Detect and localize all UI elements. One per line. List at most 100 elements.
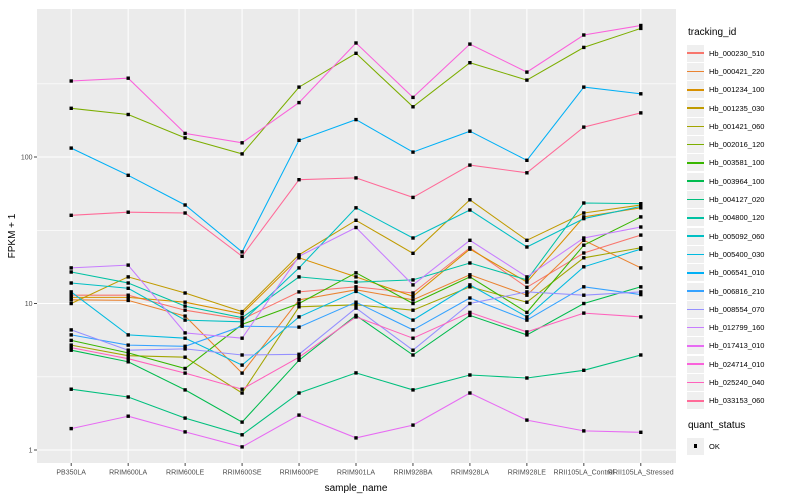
data-point [411, 298, 415, 302]
data-point [525, 418, 529, 422]
data-point [297, 275, 301, 279]
data-point [297, 358, 301, 362]
data-point [240, 433, 244, 437]
data-point [240, 420, 244, 424]
x-tick-label: RRIM928BA [394, 470, 433, 477]
data-point [468, 198, 472, 202]
data-point [354, 117, 358, 122]
data-point [297, 391, 301, 395]
data-point [126, 173, 130, 177]
data-point [468, 275, 472, 279]
data-point [69, 345, 73, 350]
data-point [183, 366, 187, 371]
data-point [183, 318, 187, 322]
data-point [297, 100, 301, 105]
color-legend-entries: Hb_000230_510 Hb_000421_220 Hb_001234_100 H… [687, 44, 799, 410]
data-points [69, 23, 643, 449]
data-point [639, 215, 643, 219]
data-point [468, 391, 472, 395]
data-point [297, 298, 301, 302]
data-point [468, 296, 472, 300]
data-point [297, 301, 301, 306]
data-point [525, 318, 529, 322]
legend-entry-Hb_000230_510: Hb_000230_510 [687, 44, 799, 62]
data-point [525, 70, 529, 74]
data-point [411, 291, 415, 295]
data-point [525, 315, 529, 319]
legend-label: Hb_006541_010 [709, 268, 765, 278]
data-point [183, 291, 187, 295]
data-point [525, 290, 529, 294]
legend-entry-Hb_001234_100: Hb_001234_100 [687, 81, 799, 99]
data-point [411, 95, 415, 100]
legend-entry-Hb_003581_100: Hb_003581_100 [687, 154, 799, 172]
data-point [69, 295, 73, 300]
legend-label: Hb_003964_100 [709, 176, 765, 186]
color-line-swatch [687, 198, 704, 201]
data-point [354, 51, 358, 55]
axis-ticks-and-labels: 1 10 100 PB350LA RRIM600LA RRIM600LE RRIM600SE… [21, 155, 674, 477]
data-point [297, 355, 301, 359]
legend-key [687, 245, 704, 263]
legend-label: Hb_001234_100 [709, 85, 765, 95]
data-point [639, 23, 643, 28]
legend-key [687, 392, 704, 410]
data-point [639, 233, 643, 237]
legend-entry-Hb_001235_030: Hb_001235_030 [687, 99, 799, 117]
data-point [69, 298, 73, 302]
data-point [354, 176, 358, 180]
legend-entry-Hb_006816_210: Hb_006816_210 [687, 282, 799, 300]
legend-entry-Hb_000421_220: Hb_000421_220 [687, 62, 799, 80]
data-point [582, 33, 586, 37]
data-point [639, 225, 643, 229]
legend-key [687, 62, 704, 80]
data-point [126, 351, 130, 355]
data-point [69, 338, 73, 343]
data-point [468, 129, 472, 133]
data-point [639, 204, 643, 209]
data-point [126, 354, 130, 358]
data-point [240, 250, 244, 254]
data-point [468, 301, 472, 306]
data-point [639, 266, 643, 270]
data-point [582, 285, 586, 289]
legend-key [687, 99, 704, 117]
data-point [639, 430, 643, 434]
data-point [183, 344, 187, 348]
legend-key [687, 191, 704, 209]
color-line-swatch [687, 308, 704, 311]
data-point [354, 280, 358, 284]
legend-label: Hb_017413_010 [709, 341, 765, 351]
data-point [582, 236, 586, 240]
data-point [69, 79, 73, 83]
data-point [582, 368, 586, 372]
data-point [69, 343, 73, 347]
legend-key [687, 172, 704, 190]
legend-label: Hb_008554_070 [709, 304, 765, 314]
data-point [69, 281, 73, 285]
legend-label: Hb_000421_220 [709, 66, 765, 76]
data-point [297, 352, 301, 356]
data-point [69, 293, 73, 297]
legend-label: Hb_004800_120 [709, 213, 765, 223]
data-point [582, 429, 586, 433]
data-point [525, 293, 529, 297]
data-point [183, 211, 187, 215]
legend-key [687, 300, 704, 318]
data-point [126, 414, 130, 418]
data-point [411, 348, 415, 352]
data-point [240, 324, 244, 328]
data-point [411, 353, 415, 357]
data-point [183, 336, 187, 340]
data-point [240, 336, 244, 340]
data-point [468, 373, 472, 377]
legend-label: Hb_005092_060 [709, 231, 765, 241]
black-square-marker-swatch [693, 444, 698, 448]
data-point [297, 413, 301, 417]
data-point [639, 353, 643, 357]
legend-entry-Hb_005092_060: Hb_005092_060 [687, 227, 799, 245]
legend-label: Hb_025240_040 [709, 377, 765, 387]
x-tick-label: RRIM600SE [223, 470, 262, 477]
legend-entry-Hb_004127_020: Hb_004127_020 [687, 190, 799, 209]
data-point [525, 275, 529, 279]
